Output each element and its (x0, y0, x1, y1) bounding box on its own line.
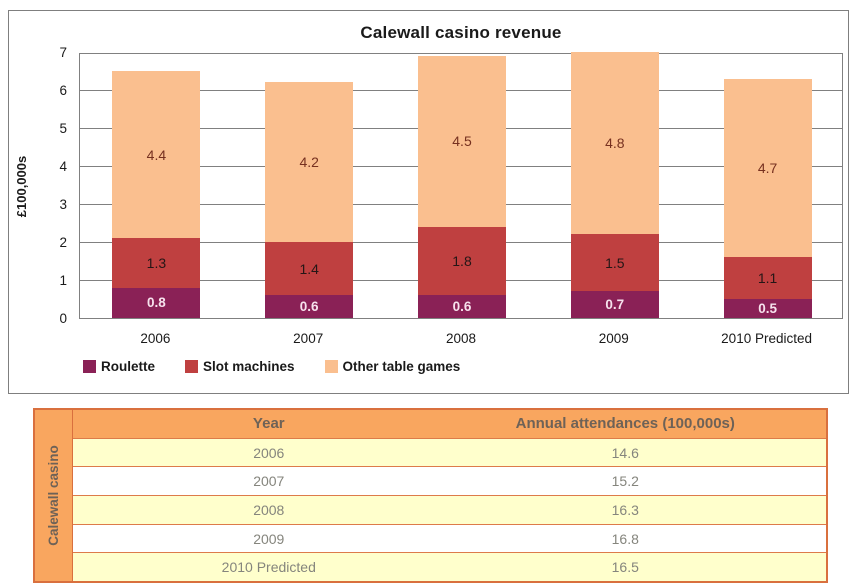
bar-value-label: 4.8 (605, 135, 625, 152)
bar-value-label: 4.5 (452, 133, 472, 150)
year-cell: 2010 Predicted (221, 559, 316, 576)
plot-area: 0.8 1.3 4.4 0.6 1.4 4.2 0.6 1.8 4.5 0.7 1.5 4.8 0.5 1… (79, 52, 843, 319)
year-cell: 2006 (253, 444, 285, 461)
bar-group-2006: 0.8 1.3 4.4 (112, 71, 201, 318)
bar-value-label: 1.8 (452, 253, 472, 269)
bar-group-2009: 0.7 1.5 4.8 (570, 52, 659, 318)
legend-item-roulette: Roulette (83, 359, 155, 374)
bar-segment-other-table-games-2009: 4.8 (570, 52, 659, 235)
chart-title: Calewall casino revenue (360, 23, 562, 42)
y-tick-2: 2 (59, 235, 67, 250)
y-tick-1: 1 (59, 273, 67, 288)
attendance-cell: 16.5 (611, 559, 639, 576)
bar-value-label: 4.2 (299, 154, 319, 171)
y-tick-7: 7 (59, 45, 67, 60)
year-cell: 2007 (253, 473, 285, 490)
x-tick-2008: 2008 (445, 331, 477, 346)
y-tick-6: 6 (59, 83, 67, 98)
attendance-cell: 14.6 (611, 444, 639, 461)
bar-value-label: 1.4 (299, 260, 319, 277)
bar-segment-other-table-games-2008: 4.5 (418, 55, 506, 227)
table-row-2009: 2009 16.8 (73, 523, 826, 553)
attendance-cell: 15.2 (611, 473, 639, 490)
year-cell: 2009 (253, 530, 285, 547)
bar-group-2010 Predicted: 0.5 1.1 4.7 (723, 78, 812, 318)
chart-legend: Roulette Slot machines Other table games (83, 359, 460, 374)
bar-value-label: 1.5 (605, 254, 625, 271)
bar-segment-roulette-2009: 0.7 (570, 291, 659, 318)
bar-segment-other-table-games-2010 Predicted: 4.7 (723, 78, 812, 258)
bar-segment-other-table-games-2007: 4.2 (265, 82, 354, 242)
legend-color-chip (324, 360, 338, 373)
attendance-cell: 16.3 (611, 501, 639, 518)
column-header-year: Year (252, 415, 285, 433)
table-side-label: Calewall casino (46, 445, 62, 546)
bar-value-label: 1.1 (757, 270, 778, 287)
bar-segment-roulette-2010 Predicted: 0.5 (723, 299, 812, 318)
bar-segment-slot-machines-2006: 1.3 (112, 238, 201, 288)
bar-segment-roulette-2008: 0.6 (418, 295, 506, 318)
y-tick-0: 0 (59, 311, 67, 326)
year-cell: 2008 (253, 501, 285, 518)
y-tick-5: 5 (59, 121, 67, 136)
y-axis-title: £100,000s (11, 53, 33, 319)
legend-label: Other table games (342, 359, 461, 374)
legend-color-chip (83, 360, 96, 373)
legend-color-chip (185, 360, 198, 373)
legend-item-slot-machines: Slot machines (185, 359, 295, 374)
x-axis-labels: 2006 2007 2008 2009 2010 Predicted (79, 331, 843, 346)
y-axis-title-text: £100,000s (14, 155, 30, 217)
x-tick-2009: 2009 (598, 331, 629, 346)
x-tick-2010 Predicted: 2010 Predicted (721, 331, 812, 346)
attendance-cell: 16.8 (611, 530, 639, 547)
y-axis-ticks: 0 1 2 3 4 5 6 7 (39, 45, 71, 326)
table-row-2006: 2006 14.6 (73, 437, 826, 467)
bar-value-label: 0.6 (299, 299, 319, 315)
bar-value-label: 1.3 (146, 254, 167, 271)
bar-group-2008: 0.6 1.8 4.5 (418, 55, 506, 318)
y-tick-4: 4 (59, 159, 67, 174)
x-tick-2006: 2006 (140, 331, 171, 346)
revenue-chart-panel: Calewall casino revenue £100,000s 0 1 2 3 4 5… (8, 10, 849, 394)
bar-segment-roulette-2006: 0.8 (112, 287, 201, 318)
y-tick-3: 3 (59, 197, 67, 212)
table-row-2008: 2008 16.3 (73, 495, 826, 524)
x-tick-2007: 2007 (293, 331, 324, 346)
attendance-table: Calewall casino Year Annual attendances … (33, 408, 828, 583)
bar-segment-slot-machines-2007: 1.4 (265, 242, 354, 296)
legend-label: Slot machines (203, 359, 295, 374)
bar-value-label: 4.4 (146, 146, 167, 163)
legend-label: Roulette (101, 359, 155, 374)
bar-segment-slot-machines-2009: 1.5 (570, 234, 659, 292)
legend-item-other-table-games: Other table games (324, 359, 461, 374)
bar-value-label: 4.7 (757, 159, 778, 176)
table-header-row: Year Annual attendances (100,000s) (73, 410, 826, 438)
table-row-2007: 2007 15.2 (73, 466, 826, 496)
attendance-table-main: Year Annual attendances (100,000s) 2006 1… (73, 410, 826, 582)
bar-group-2007: 0.6 1.4 4.2 (265, 82, 354, 318)
table-row-2010-predicted: 2010 Predicted 16.5 (73, 552, 826, 582)
bar-segment-other-table-games-2006: 4.4 (112, 71, 201, 239)
bar-segment-roulette-2007: 0.6 (265, 295, 354, 318)
bar-value-label: 0.6 (452, 299, 472, 315)
bar-segment-slot-machines-2008: 1.8 (418, 226, 506, 296)
bar-value-label: 0.8 (147, 295, 166, 311)
table-side-label-cell: Calewall casino (35, 410, 73, 581)
bar-value-label: 0.7 (605, 297, 625, 313)
column-header-attendances: Annual attendances (100,000s) (515, 415, 735, 433)
bar-value-label: 0.5 (758, 301, 777, 316)
bar-segment-slot-machines-2010 Predicted: 1.1 (723, 257, 812, 299)
